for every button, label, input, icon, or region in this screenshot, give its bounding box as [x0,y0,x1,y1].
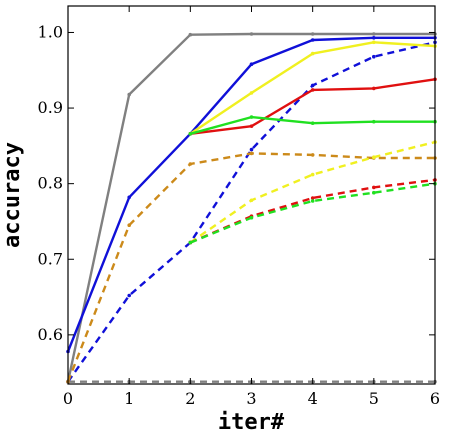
x-tick-label-3: 3 [246,389,256,408]
series-5-point-3 [372,40,376,45]
x-tick-label-5: 5 [369,389,379,408]
series-8-point-1 [249,198,254,203]
x-tick-label-0: 0 [63,389,73,408]
x-tick-label-1: 1 [124,389,134,408]
series-3-point-4 [310,83,315,88]
series-0-point-4 [310,32,315,36]
series-0-point-1 [127,92,131,97]
series-4-point-2 [188,162,193,166]
series-4-point-4 [310,153,315,157]
y-tick-label-3: 0.9 [38,98,63,117]
series-4-point-3 [249,151,254,156]
series-line-2 [66,36,435,352]
y-tick-label-0: 0.6 [38,325,63,344]
series-9-point-3 [372,185,376,190]
y-tick-label-4: 1.0 [38,22,63,41]
series-2-point-5 [372,36,376,40]
series-6-point-3 [372,86,376,91]
series-2-point-4 [310,38,315,42]
x-tick-label-2: 2 [185,389,195,408]
x-tick-label-4: 4 [308,389,318,408]
series-7-point-3 [372,119,376,124]
series-line-10 [189,182,436,244]
series-line-7 [189,115,435,135]
series-0-point-5 [372,32,376,36]
series-10-point-0 [188,240,193,245]
series-line-0 [66,32,435,382]
series-3-point-5 [372,54,376,59]
series-7-point-1 [249,115,254,119]
series-7-point-2 [310,121,315,125]
series-4-point-1 [127,223,131,227]
series-line-9 [189,178,436,244]
series-3-point-3 [249,147,254,152]
x-tick-label-6: 6 [430,389,440,408]
series-0-point-3 [249,32,254,36]
series-8-point-2 [310,172,315,177]
series-line-5 [189,41,436,135]
series-3-point-1 [127,293,131,298]
series-2-point-3 [249,62,254,66]
series-2-point-1 [127,195,131,200]
series-9-point-2 [310,196,315,200]
axis-tick-labels: 0 1 2 3 4 5 6 0.6 0.7 0.8 0.9 1.0 [38,22,441,408]
series-6-point-1 [249,124,254,128]
series-line-8 [189,140,436,244]
series-10-point-2 [310,199,315,203]
y-tick-label-1: 0.7 [38,249,63,268]
x-axis-label: iter# [218,410,285,435]
series-line-6 [190,78,436,135]
series-5-point-2 [310,51,315,56]
series-10-point-3 [372,190,376,195]
axis-ticks [67,6,436,384]
y-tick-label-2: 0.8 [38,174,63,193]
series-6-point-2 [310,88,315,92]
series-10-point-1 [249,215,254,220]
series-5-point-1 [249,91,254,95]
y-axis-label: accuracy [0,142,25,248]
series-7-point-0 [188,132,193,136]
series-8-point-3 [372,155,376,159]
series-0-point-2 [188,32,193,37]
plot-lines [66,32,437,384]
